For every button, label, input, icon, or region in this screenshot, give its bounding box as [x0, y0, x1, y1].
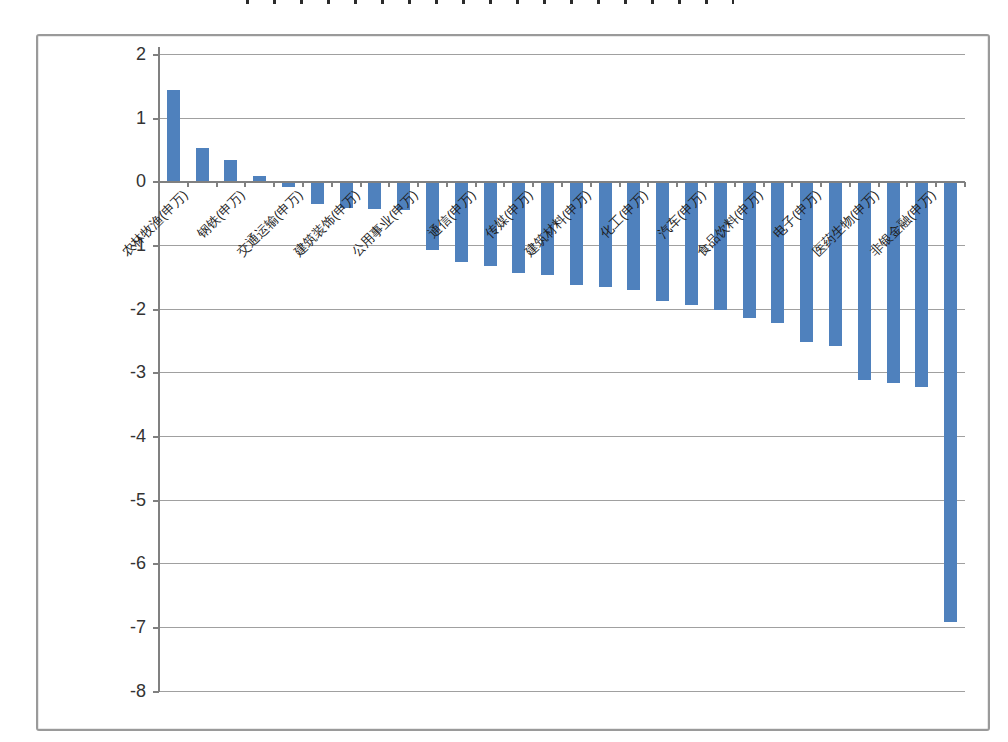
- chart-figure-border: [36, 34, 990, 731]
- document-page: 210-1-2-3-4-5-6-7-8农林牧渔(申万)钢铁(申万)交通运输(申万…: [0, 0, 1008, 742]
- cropped-title-fragments: [246, 0, 734, 4]
